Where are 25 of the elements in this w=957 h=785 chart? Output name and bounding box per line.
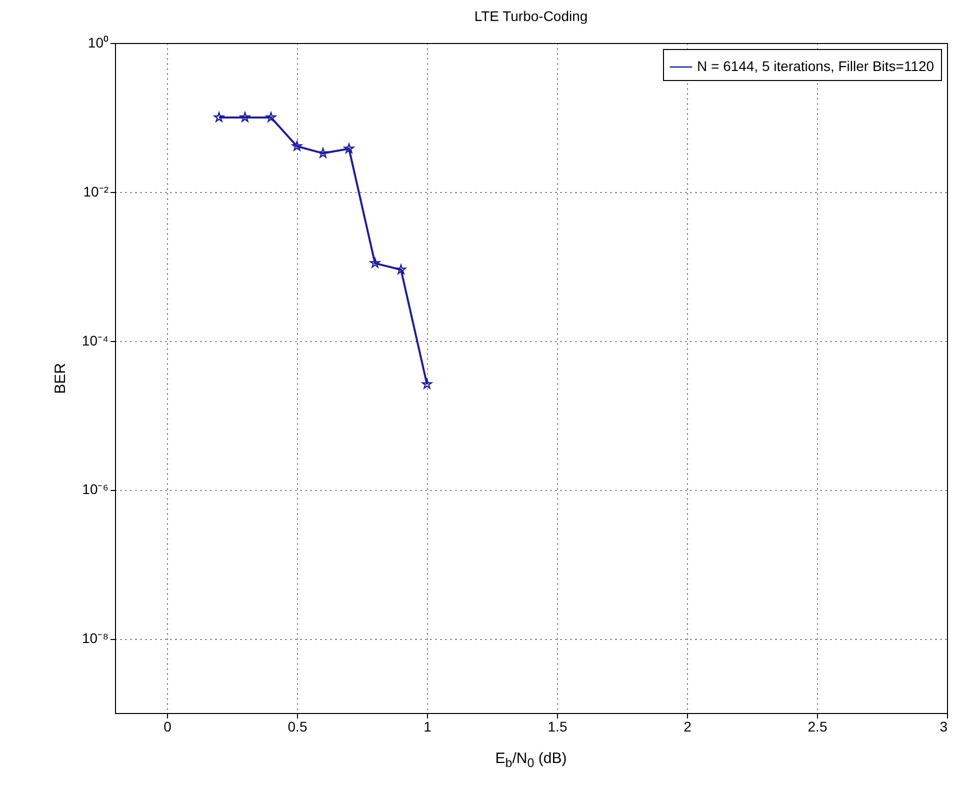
point [370, 258, 380, 268]
x-tick-label: 1 [424, 718, 432, 734]
x-tick-label: 0 [164, 718, 172, 734]
x-tick-label: 0.5 [288, 718, 308, 734]
point [240, 112, 250, 122]
y-tick-label: 10⁻⁶ [82, 481, 108, 498]
x-tick-label: 2 [684, 718, 692, 734]
x-tick-label: 3 [940, 718, 948, 734]
point [292, 140, 302, 151]
y-tick-label: 10⁻⁸ [82, 630, 109, 646]
x-tick-label: 1.5 [548, 718, 568, 734]
y-axis-title: BER [52, 362, 69, 394]
point [214, 112, 224, 122]
point [266, 112, 276, 122]
point [318, 148, 328, 158]
point [396, 264, 406, 274]
y-tick-label: 10⁻⁴ [82, 332, 108, 348]
point [344, 143, 354, 154]
y-tick-label: 10⁻² [83, 183, 109, 200]
x-tick-label: 2.5 [808, 718, 828, 734]
x-axis-title: E$_{b}$/N$_{0}$ (dB) [494, 750, 568, 770]
point [422, 378, 432, 389]
chart-title: LTE Turbo-Coding [474, 8, 588, 24]
legend-label: N = 6144, 5 iterations, Filler Bits=1120 [697, 58, 934, 74]
y-tick-label: 10⁰ [88, 34, 108, 50]
